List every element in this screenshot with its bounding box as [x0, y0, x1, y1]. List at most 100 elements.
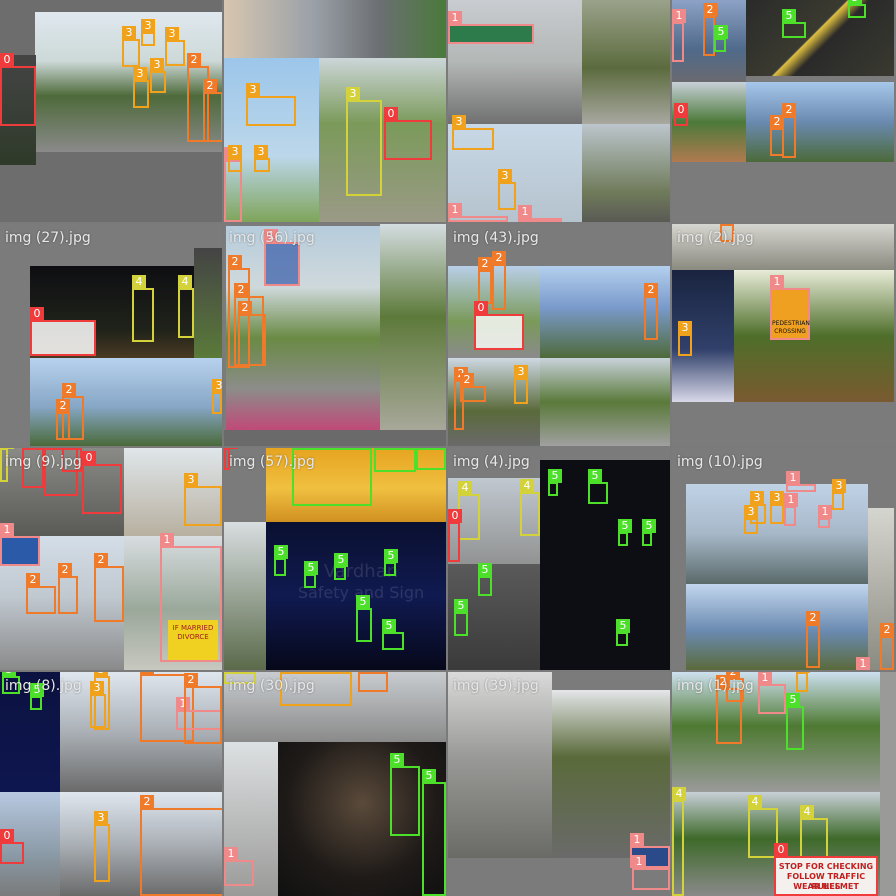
bbox: 3	[770, 491, 784, 524]
road-photo	[0, 792, 60, 896]
bbox: 5	[292, 448, 372, 506]
garden-photo	[672, 82, 746, 162]
bbox: 3	[498, 169, 516, 210]
side-photo	[224, 522, 266, 670]
night-car-photo	[672, 270, 734, 402]
parking-photo	[582, 0, 670, 124]
tile-4: 1 2 5 5 5 0 2 2	[672, 0, 896, 222]
grayscale-photo	[448, 564, 540, 670]
bbox: 5	[304, 561, 318, 588]
bbox: 2	[478, 257, 492, 304]
tile-filename: img (8).jpg	[5, 678, 82, 694]
traffic-photo	[672, 672, 880, 792]
dark-crop	[0, 55, 36, 165]
tile-5: img (27).jpg 0 4 4 2 2 3	[0, 224, 222, 446]
bbox: 3	[246, 83, 296, 126]
bbox: 1	[0, 523, 40, 566]
stop-sign-text: FOLLOW TRAFFIC RULES	[786, 872, 866, 891]
bbox: 0	[44, 448, 78, 496]
tile-7: img (43).jpg 2 2 0 2 2 2 3	[448, 224, 670, 446]
pole-photo	[226, 226, 380, 430]
bbox: 4	[178, 275, 194, 338]
bbox: 5	[374, 448, 416, 472]
highway-photo	[448, 0, 582, 124]
tile-filename: img (43).jpg	[453, 230, 539, 246]
bbox: 3	[796, 672, 810, 692]
bbox: 5	[478, 563, 492, 596]
tile-filename: img (9).jpg	[5, 454, 82, 470]
bbox: 0	[474, 301, 524, 350]
edge-photo	[880, 672, 896, 896]
bbox: 3	[212, 379, 222, 414]
bbox: 2	[228, 255, 250, 368]
blurred-night-photo	[278, 742, 446, 896]
road-photo	[224, 672, 446, 742]
park-photo	[734, 270, 894, 402]
bbox: 2	[62, 383, 84, 440]
tile-15: img (39).jpg 1 1	[448, 672, 670, 896]
tile-filename: img (57).jpg	[229, 454, 315, 470]
bbox: 1 PEDESTRIAN CROSSING	[770, 275, 810, 340]
bbox: 2	[726, 672, 744, 702]
bbox: 4	[132, 275, 154, 342]
bbox: 2	[238, 301, 266, 366]
bbox: 2	[203, 79, 222, 142]
bbox: 2	[806, 611, 820, 668]
building-photo	[540, 266, 670, 358]
bbox: 5	[382, 619, 404, 650]
bbox: 3	[94, 672, 110, 730]
bbox: 4	[672, 787, 686, 896]
bbox: 0	[224, 448, 238, 470]
tile-13: img (8).jpg 5 5 3 3 2 1 2 0 3 2	[0, 672, 222, 896]
watermark: Safety and Sign	[297, 583, 425, 602]
tile-6: img (56).jpg 1 2 2 2	[224, 224, 446, 446]
tile-filename: img (10).jpg	[677, 454, 763, 470]
bbox: 3	[452, 115, 494, 150]
bbox: 2	[140, 795, 222, 896]
bbox: 2	[644, 283, 658, 340]
bbox: 1	[264, 229, 300, 286]
building-photo	[686, 584, 868, 670]
tile-9: img (9).jpg 4 0 0 0 0 3 1 2 2 2 1 IF MAR…	[0, 448, 222, 670]
bbox: 2	[880, 623, 894, 670]
bbox: 1 IF MARRIED DIVORCE	[160, 533, 222, 662]
bbox: 4	[748, 795, 778, 858]
bbox: 2	[94, 553, 124, 622]
tile-12: img (10).jpg 1 3 3 3 1 1 3 2 2 1	[672, 448, 896, 670]
path-photo	[380, 224, 446, 430]
officer-photo	[319, 58, 446, 222]
bbox: 3	[165, 27, 185, 66]
tile-filename: img (39).jpg	[453, 678, 539, 694]
tile-filename: img (4).jpg	[453, 454, 530, 470]
bbox: 1	[672, 9, 686, 62]
bbox: 0	[30, 307, 96, 356]
bbox: 3	[184, 473, 222, 526]
tile-10: img (57).jpg Vardhan Safety and Sign 0 5…	[224, 448, 446, 670]
tile-3: 1 3 3 1 1	[448, 0, 670, 222]
bbox: 3	[150, 58, 166, 93]
bbox: 1	[818, 505, 832, 528]
bbox: 2	[358, 672, 388, 692]
grayscale-bus-photo	[448, 672, 552, 858]
side-photo	[224, 742, 278, 896]
bbox: 2	[782, 103, 796, 158]
bbox: 0	[448, 509, 462, 562]
bbox: 5	[588, 469, 608, 504]
tile-1: 0 3 3 3 3 3 2 2	[0, 0, 222, 222]
tile-8: img (2).jpg 2 1 PEDESTRIAN CROSSING 3	[672, 224, 896, 446]
bbox: 5	[782, 9, 806, 38]
bbox: 5	[334, 553, 348, 580]
bbox: 3	[133, 67, 149, 108]
trees-photo	[582, 124, 670, 222]
bbox: 3	[832, 479, 846, 510]
pedestrian-sign-text: PEDESTRIAN	[772, 320, 810, 327]
bbox: 4	[224, 672, 256, 684]
bbox: 5	[786, 693, 804, 750]
bbox: 5	[30, 683, 44, 710]
dark-sign-photo-2	[540, 564, 670, 670]
tile-filename: img (30).jpg	[229, 678, 315, 694]
bbox: 3	[280, 672, 352, 706]
bbox: 2	[492, 251, 506, 310]
tile-filename: img (27).jpg	[5, 230, 91, 246]
